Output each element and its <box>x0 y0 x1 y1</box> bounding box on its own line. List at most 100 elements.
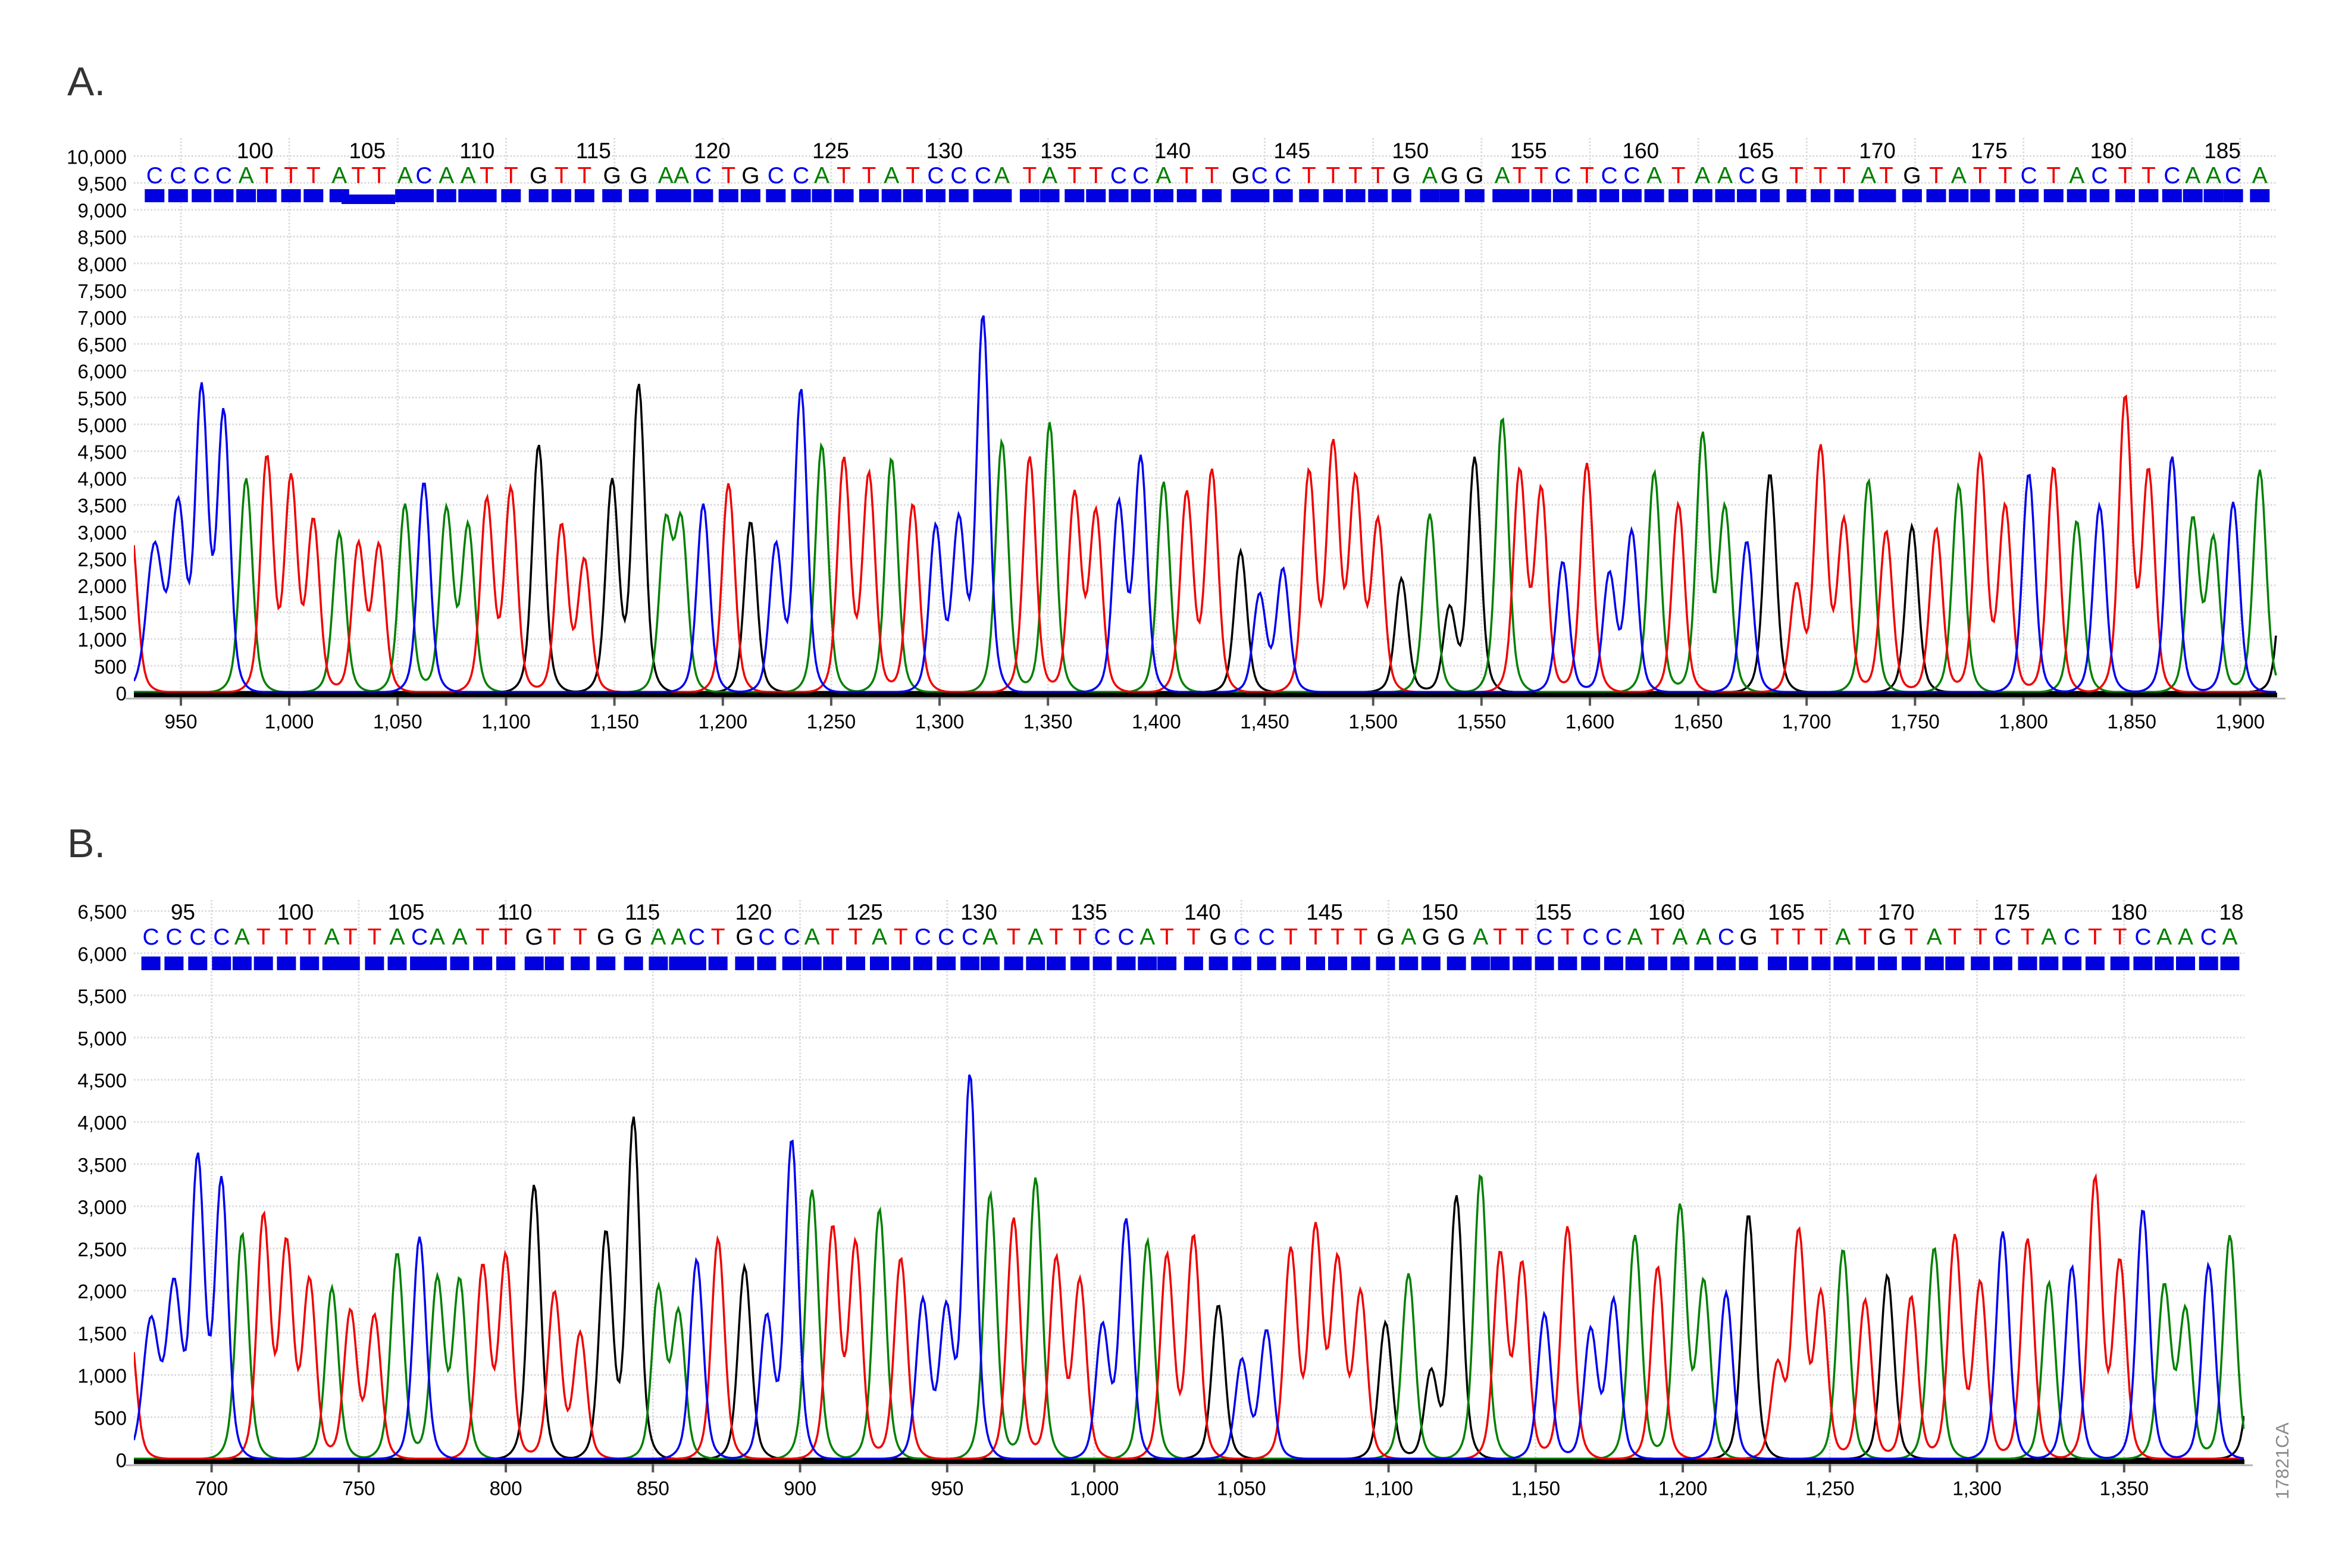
svg-text:T: T <box>1534 163 1548 189</box>
svg-text:A: A <box>430 924 445 950</box>
svg-text:T: T <box>302 924 317 950</box>
svg-text:G: G <box>525 924 543 950</box>
svg-text:T: T <box>1022 163 1037 189</box>
svg-text:T: T <box>1308 924 1323 950</box>
svg-text:135: 135 <box>1070 900 1107 924</box>
svg-text:A: A <box>1042 163 1057 189</box>
svg-text:T: T <box>1073 924 1087 950</box>
svg-text:C: C <box>938 924 954 950</box>
svg-text:G: G <box>1761 163 1779 189</box>
svg-text:A: A <box>1951 163 1967 189</box>
svg-text:T: T <box>1948 924 1962 950</box>
svg-text:C: C <box>2091 163 2108 189</box>
svg-text:1,250: 1,250 <box>807 710 856 732</box>
svg-text:T: T <box>480 163 494 189</box>
svg-text:C: C <box>411 924 428 950</box>
svg-text:G: G <box>1903 163 1921 189</box>
svg-text:C: C <box>189 924 206 950</box>
svg-text:C: C <box>1094 924 1111 950</box>
svg-text:G: G <box>1448 924 1466 950</box>
svg-text:105: 105 <box>349 139 386 163</box>
svg-text:165: 165 <box>1737 139 1774 163</box>
svg-text:G: G <box>741 163 759 189</box>
svg-text:A: A <box>1627 924 1643 950</box>
svg-text:C: C <box>146 163 163 189</box>
svg-text:125: 125 <box>812 139 849 163</box>
svg-text:2,000: 2,000 <box>77 1281 127 1303</box>
svg-text:T: T <box>2088 924 2102 950</box>
svg-text:T: T <box>1179 163 1194 189</box>
svg-text:T: T <box>1814 924 1828 950</box>
svg-text:4,000: 4,000 <box>77 468 127 490</box>
svg-text:A: A <box>234 924 250 950</box>
svg-text:0: 0 <box>116 682 127 704</box>
svg-text:G: G <box>530 163 547 189</box>
svg-text:T: T <box>1929 163 1943 189</box>
svg-text:T: T <box>367 924 381 950</box>
svg-text:6,500: 6,500 <box>77 901 127 923</box>
svg-text:T: T <box>555 163 569 189</box>
svg-text:T: T <box>1513 163 1527 189</box>
svg-text:T: T <box>2021 924 2035 950</box>
svg-text:C: C <box>975 163 991 189</box>
svg-text:9,500: 9,500 <box>77 173 127 195</box>
svg-text:G: G <box>1232 163 1250 189</box>
svg-text:T: T <box>256 924 271 950</box>
svg-text:C: C <box>2225 163 2241 189</box>
svg-text:2,500: 2,500 <box>77 1238 127 1260</box>
svg-text:C: C <box>688 924 705 950</box>
svg-text:A: A <box>1672 924 1687 950</box>
svg-text:T: T <box>1837 163 1851 189</box>
svg-text:A: A <box>994 163 1010 189</box>
svg-text:T: T <box>1205 163 1219 189</box>
svg-text:1,050: 1,050 <box>1217 1477 1266 1499</box>
svg-text:A: A <box>2156 924 2172 950</box>
svg-text:120: 120 <box>694 139 731 163</box>
svg-text:6,000: 6,000 <box>77 943 127 965</box>
svg-text:T: T <box>547 924 562 950</box>
svg-text:T: T <box>1789 163 1804 189</box>
svg-text:T: T <box>862 163 876 189</box>
svg-text:95: 95 <box>171 900 195 924</box>
svg-text:G: G <box>1209 924 1227 950</box>
svg-text:17821CA: 17821CA <box>2272 1422 2293 1500</box>
svg-text:5,000: 5,000 <box>77 1027 127 1049</box>
svg-text:C: C <box>2021 163 2037 189</box>
svg-text:T: T <box>1671 163 1686 189</box>
svg-text:A: A <box>1927 924 1942 950</box>
svg-text:T: T <box>894 924 908 950</box>
svg-text:T: T <box>343 924 358 950</box>
svg-text:T: T <box>1049 924 1063 950</box>
svg-text:T: T <box>1326 163 1340 189</box>
svg-text:T: T <box>1879 163 1893 189</box>
svg-text:T: T <box>372 163 386 189</box>
svg-text:A: A <box>1495 163 1510 189</box>
svg-text:A: A <box>239 163 254 189</box>
svg-text:T: T <box>1515 924 1529 950</box>
svg-text:T: T <box>2142 163 2156 189</box>
svg-text:C: C <box>1739 163 1755 189</box>
svg-text:C: C <box>1275 163 1291 189</box>
svg-text:1,250: 1,250 <box>1805 1477 1855 1499</box>
svg-text:C: C <box>1536 924 1553 950</box>
svg-text:A: A <box>650 924 666 950</box>
svg-text:1,900: 1,900 <box>2216 710 2265 732</box>
svg-text:B.: B. <box>67 821 105 866</box>
svg-text:A: A <box>2222 924 2237 950</box>
svg-text:T: T <box>1998 163 2012 189</box>
svg-text:3,000: 3,000 <box>77 522 127 544</box>
svg-text:185: 185 <box>2204 139 2241 163</box>
svg-text:T: T <box>1792 924 1806 950</box>
svg-text:A: A <box>674 163 689 189</box>
svg-text:110: 110 <box>459 139 494 163</box>
svg-text:A: A <box>1717 163 1733 189</box>
svg-text:1,350: 1,350 <box>2100 1477 2149 1499</box>
svg-text:900: 900 <box>784 1477 816 1499</box>
svg-text:1,200: 1,200 <box>1658 1477 1708 1499</box>
svg-text:1,400: 1,400 <box>1132 710 1181 732</box>
svg-text:T: T <box>1814 163 1828 189</box>
svg-text:C: C <box>695 163 712 189</box>
svg-text:T: T <box>1283 924 1298 950</box>
svg-text:T: T <box>1973 163 1987 189</box>
svg-text:6,000: 6,000 <box>77 360 127 382</box>
